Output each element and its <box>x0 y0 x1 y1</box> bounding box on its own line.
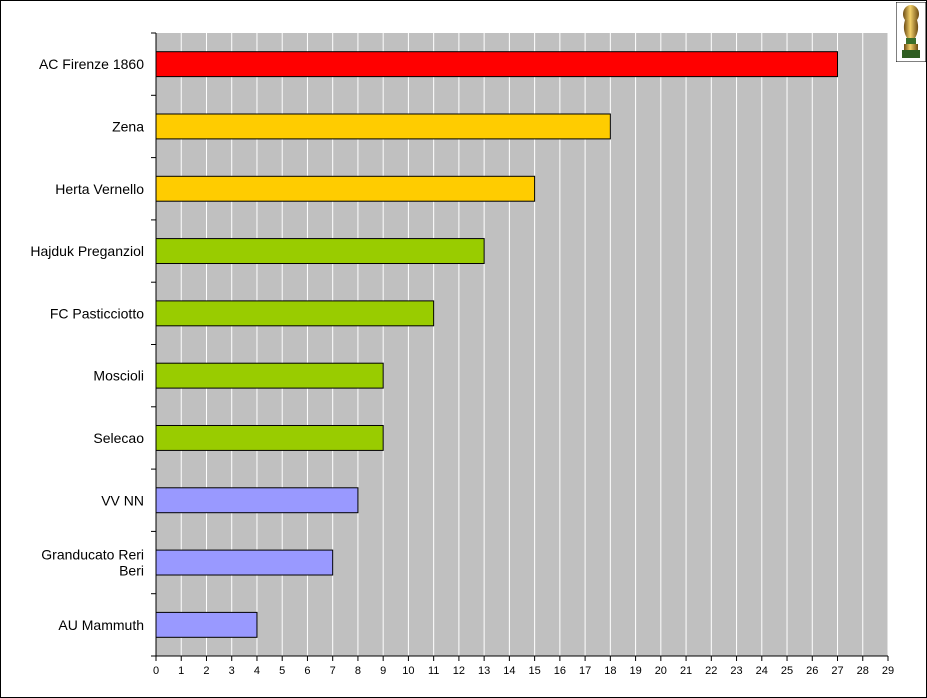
x-tick-label: 12 <box>453 665 465 677</box>
x-tick-label: 28 <box>857 665 869 677</box>
bars <box>155 51 839 638</box>
category-label: Herta Vernello <box>55 181 144 197</box>
x-tick-label: 29 <box>882 665 894 677</box>
x-tick-label: 17 <box>579 665 591 677</box>
x-tick-label: 15 <box>528 665 540 677</box>
category-label: FC Pasticciotto <box>50 305 144 321</box>
category-label: Hajduk Preganziol <box>30 243 144 259</box>
x-tick-labels: 0 1 2 3 4 5 6 7 8 9 10 11 12 13 14 15 16 17 18 19 20 21 22 23 24… <box>153 665 894 677</box>
x-tick-label: 20 <box>655 665 667 677</box>
bar <box>155 175 536 202</box>
bar <box>155 362 384 389</box>
category-label: VV NN <box>101 492 144 508</box>
bar <box>155 611 258 638</box>
bar <box>155 113 611 140</box>
x-tick-label: 8 <box>355 665 361 677</box>
x-tick-label: 24 <box>756 665 768 677</box>
x-tick-label: 22 <box>705 665 717 677</box>
trophy-icon <box>896 2 926 62</box>
x-tick-label: 7 <box>330 665 336 677</box>
x-tick-label: 27 <box>831 665 843 677</box>
x-tick-label: 26 <box>806 665 818 677</box>
x-tick-label: 3 <box>229 665 235 677</box>
bar <box>155 424 384 451</box>
x-tick-label: 11 <box>428 665 439 677</box>
x-tick-label: 6 <box>304 665 310 677</box>
x-tick-label: 5 <box>279 665 285 677</box>
bar <box>155 238 485 265</box>
x-tick-label: 14 <box>503 665 515 677</box>
x-tick-label: 9 <box>380 665 386 677</box>
x-tick-label: 19 <box>629 665 641 677</box>
bar <box>155 549 334 576</box>
bar <box>155 51 839 78</box>
category-label: Selecao <box>93 430 144 446</box>
category-label: Zena <box>112 118 144 134</box>
category-label: Granducato Reri Beri <box>41 547 144 579</box>
bar <box>155 487 359 514</box>
x-tick-label: 16 <box>554 665 566 677</box>
x-tick-label: 21 <box>680 665 692 677</box>
x-tick-label: 23 <box>730 665 742 677</box>
category-labels: AC Firenze 1860 Zena Herta Vernello Hajduk … <box>30 56 144 633</box>
x-tick-label: 10 <box>402 665 414 677</box>
x-tick-label: 18 <box>604 665 616 677</box>
category-label: Moscioli <box>93 368 144 384</box>
bar <box>155 300 435 327</box>
x-tick-label: 4 <box>254 665 260 677</box>
category-label: AC Firenze 1860 <box>39 56 144 72</box>
x-tick-label: 1 <box>178 665 184 677</box>
category-label: AU Mammuth <box>58 617 144 633</box>
x-tick-label: 2 <box>203 665 209 677</box>
x-tick-label: 25 <box>781 665 793 677</box>
x-tick-label: 13 <box>478 665 490 677</box>
x-tick-label: 0 <box>153 665 159 677</box>
